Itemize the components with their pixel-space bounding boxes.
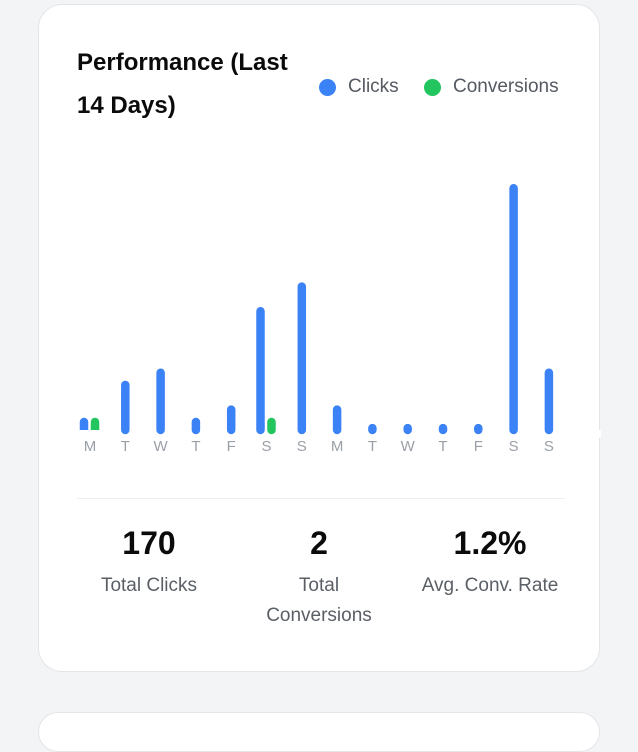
stat-label: Total Conversions [266, 575, 372, 626]
legend-label-clicks: Clicks [348, 76, 399, 97]
legend-item-conversions: Conversions [424, 75, 559, 99]
bar-clicks-8 [368, 423, 377, 435]
bar-clicks-12 [509, 184, 518, 435]
bar-clicks-13 [544, 368, 554, 435]
bar-clicks-9 [403, 423, 412, 435]
legend-swatch-clicks [319, 78, 336, 96]
bar-clicks-7 [332, 405, 342, 435]
stat-value: 170 [122, 525, 176, 561]
x-tick-label: T [438, 438, 447, 455]
bar-conversions-5 [267, 417, 276, 435]
x-tick-label: T [121, 438, 130, 455]
x-tick-label: M [84, 438, 97, 455]
legend-item-clicks: Clicks [319, 75, 399, 99]
bar-clicks-11 [474, 423, 483, 435]
stat-total-conversions: 2 Total Conversions [234, 523, 404, 631]
stat-total-clicks: 170 Total Clicks [64, 523, 234, 601]
x-tick-label: M [331, 438, 344, 455]
bar-clicks-1 [121, 380, 130, 435]
stats-divider [77, 498, 565, 499]
stat-value: 1.2% [453, 525, 527, 561]
legend-swatch-conversions [424, 78, 441, 96]
bar-clicks-2 [156, 368, 165, 435]
performance-card: Performance (Last 14 Days) Clicks Conver… [38, 4, 601, 672]
x-tick-label: F [227, 438, 236, 455]
x-tick-label: S [544, 438, 554, 455]
next-card [38, 712, 600, 752]
x-tick-label: S [261, 438, 271, 455]
bar-clicks-4 [226, 405, 236, 435]
stat-label: Avg. Conv. Rate [421, 575, 559, 596]
legend-label-conversions: Conversions [453, 76, 559, 97]
x-tick-label: W [154, 438, 169, 455]
stat-value: 2 [310, 525, 328, 561]
x-tick-label: S [297, 438, 307, 455]
stat-label: Total Clicks [100, 575, 198, 596]
baseline-mask [39, 430, 601, 438]
bar-clicks-5 [256, 307, 265, 435]
x-tick-label: S [509, 438, 519, 455]
card-title: Performance (Last 14 Days) [77, 49, 288, 119]
stat-avg-conv-rate: 1.2% Avg. Conv. Rate [405, 523, 575, 601]
x-tick-label: F [474, 438, 483, 455]
x-tick-label: T [191, 438, 200, 455]
x-tick-label: W [401, 438, 416, 455]
bar-clicks-6 [297, 282, 307, 435]
bar-clicks-10 [438, 423, 448, 435]
bar-clicks-3 [191, 417, 201, 435]
x-tick-label: T [368, 438, 377, 455]
